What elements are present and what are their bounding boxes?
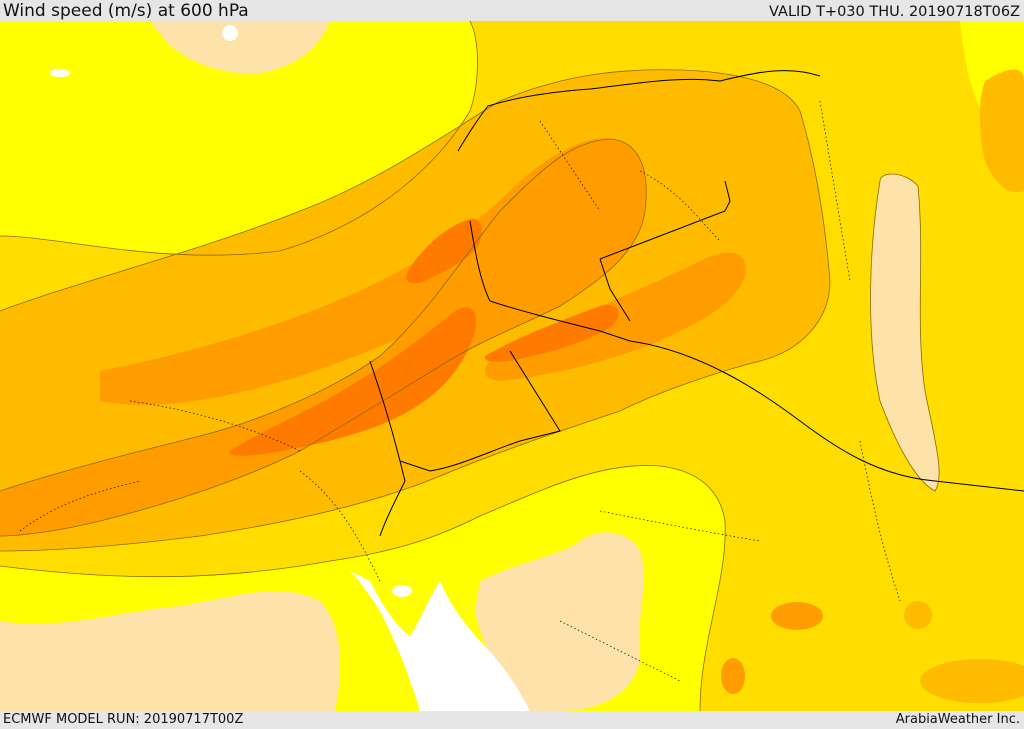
province-boundaries <box>19 100 901 682</box>
pale-region-arabia-repaint <box>475 532 644 711</box>
wind-band-level-4-upper <box>100 137 624 405</box>
map-svg <box>0 21 1024 711</box>
credit-label: ArabiaWeather Inc. <box>895 712 1020 727</box>
sea-mask-island-3 <box>50 69 70 77</box>
valid-time-label: VALID T+030 THU. 20190718T06Z <box>769 4 1020 20</box>
wind-band-level-5-north <box>406 218 482 284</box>
pale-region-southwest-repaint <box>0 591 340 711</box>
wind-speed-map <box>0 21 1024 711</box>
sea-mask-island-2 <box>222 25 238 41</box>
country-borders <box>369 70 1024 537</box>
sea-mask-island-1 <box>392 585 412 597</box>
wind-cell-south-1 <box>771 602 823 630</box>
title-bar: Wind speed (m/s) at 600 hPa VALID T+030 … <box>0 0 1024 21</box>
pale-region-north <box>150 21 330 74</box>
sea-mask-red-sea <box>350 571 530 711</box>
wind-band-level-5-core <box>229 307 477 456</box>
wind-cell-north-1 <box>741 84 769 108</box>
wind-cell-south-4 <box>920 659 1024 703</box>
wind-cell-south-3 <box>721 658 745 694</box>
map-title: Wind speed (m/s) at 600 hPa <box>3 1 249 21</box>
model-run-label: ECMWF MODEL RUN: 20190717T00Z <box>3 712 244 727</box>
footer-bar: ECMWF MODEL RUN: 20190717T00Z ArabiaWeat… <box>0 711 1024 729</box>
contour-lines <box>0 21 940 711</box>
wind-cell-south-2 <box>904 601 932 629</box>
wind-band-level-5-east <box>484 304 619 362</box>
wind-band-level-3-east-lobe <box>979 69 1024 193</box>
